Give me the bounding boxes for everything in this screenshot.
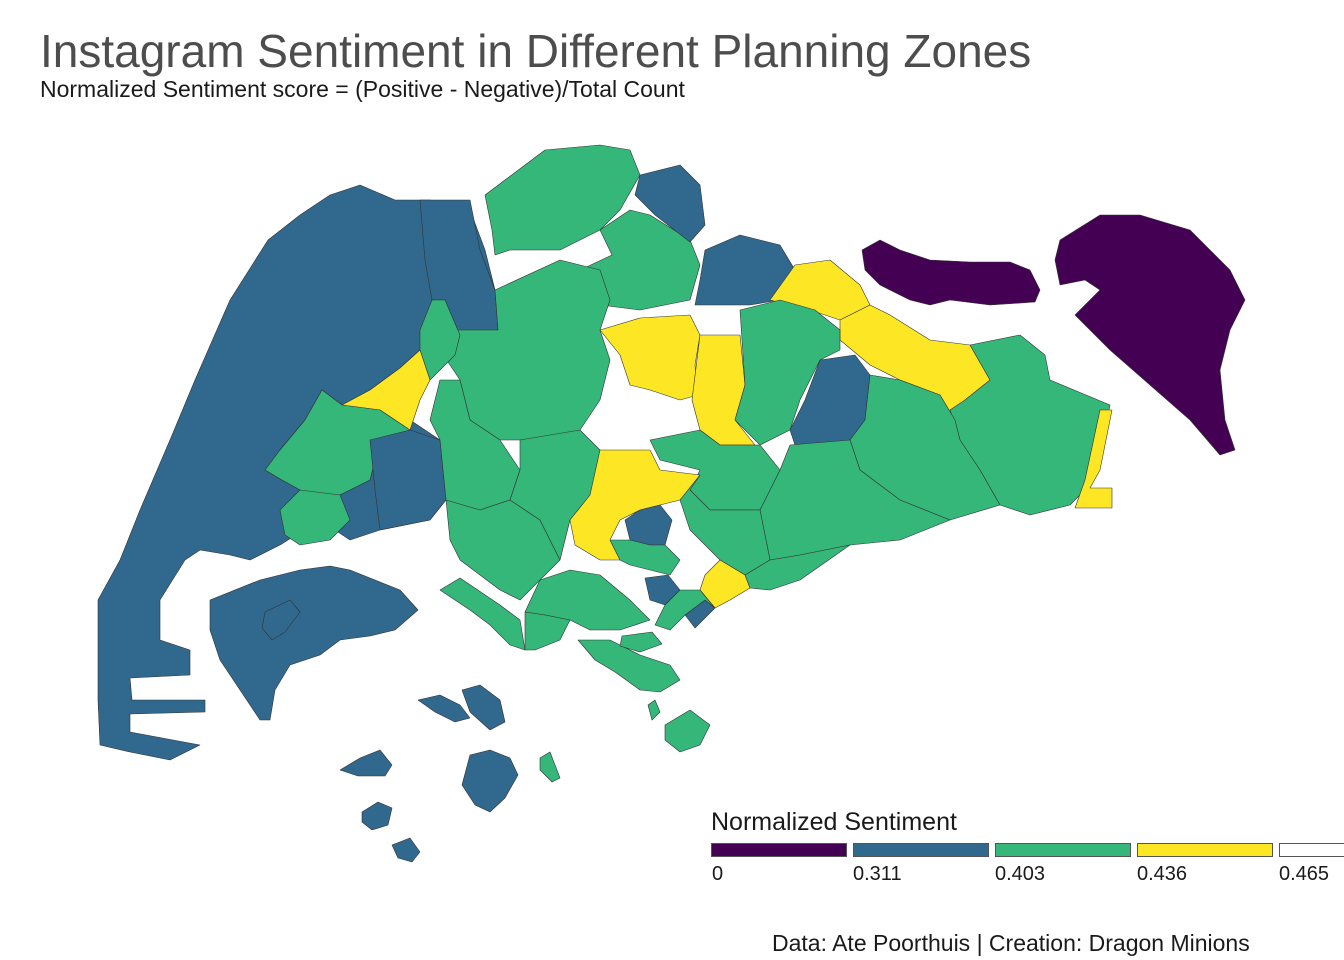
zone-western-islands-1 bbox=[417, 694, 471, 723]
zone-straits-view bbox=[654, 589, 716, 631]
zone-island-small-2 bbox=[664, 709, 711, 753]
zone-western-islands-6 bbox=[391, 837, 421, 863]
legend-label-0.436: 0.436 bbox=[1137, 863, 1188, 885]
chart-subtitle: Normalized Sentiment score = (Positive -… bbox=[40, 76, 685, 102]
legend-label-0.311: 0.311 bbox=[853, 863, 902, 885]
zone-sengkang bbox=[734, 299, 841, 446]
legend-label-0.465: 0.465 bbox=[1279, 863, 1330, 885]
legend-swatch-0.403 bbox=[995, 843, 1131, 857]
legend: Normalized Sentiment 0 0.311 0.403 0.436… bbox=[711, 808, 1344, 888]
chart-title: Instagram Sentiment in Different Plannin… bbox=[40, 25, 1032, 77]
zone-clementi bbox=[369, 429, 447, 531]
zone-island-small-1 bbox=[647, 699, 661, 721]
legend-swatch-0.436 bbox=[1137, 843, 1273, 857]
zone-western-islands-4 bbox=[339, 749, 393, 777]
zone-choa-chu-kang bbox=[419, 299, 461, 381]
legend-swatch-0 bbox=[711, 843, 847, 857]
legend-title: Normalized Sentiment bbox=[711, 808, 957, 836]
zone-changi-strip bbox=[1074, 409, 1113, 509]
legend-label-0: 0 bbox=[712, 863, 724, 885]
chart-caption: Data: Ate Poorthuis | Creation: Dragon M… bbox=[772, 930, 1250, 956]
zone-marine-parade bbox=[744, 544, 851, 591]
zone-sentosa-north bbox=[619, 631, 663, 653]
zone-tampines-east bbox=[949, 334, 1111, 516]
zone-western-islands-5 bbox=[361, 801, 393, 831]
zone-pulau-tekong bbox=[1054, 214, 1246, 456]
zone-jurong-east bbox=[279, 489, 351, 546]
zone-tanglin bbox=[524, 611, 571, 651]
zone-island-small-3 bbox=[539, 751, 561, 783]
zone-yishun bbox=[599, 314, 701, 401]
zone-queenstown bbox=[445, 499, 561, 601]
legend-swatch-0.311 bbox=[853, 843, 989, 857]
zone-novena-yellow bbox=[569, 449, 701, 561]
zone-tuas-south bbox=[261, 599, 301, 641]
zone-western-islands-2 bbox=[461, 684, 506, 731]
legend-label-0.403: 0.403 bbox=[995, 863, 1046, 885]
zone-pulau-ubin bbox=[861, 239, 1041, 306]
legend-swatch-0.465 bbox=[1279, 843, 1344, 857]
zone-orchard bbox=[609, 539, 681, 576]
zone-jurong-island bbox=[209, 565, 419, 721]
zone-western-islands-3 bbox=[461, 749, 519, 813]
zone-simpang bbox=[694, 234, 796, 306]
zone-sembawang bbox=[634, 164, 706, 243]
